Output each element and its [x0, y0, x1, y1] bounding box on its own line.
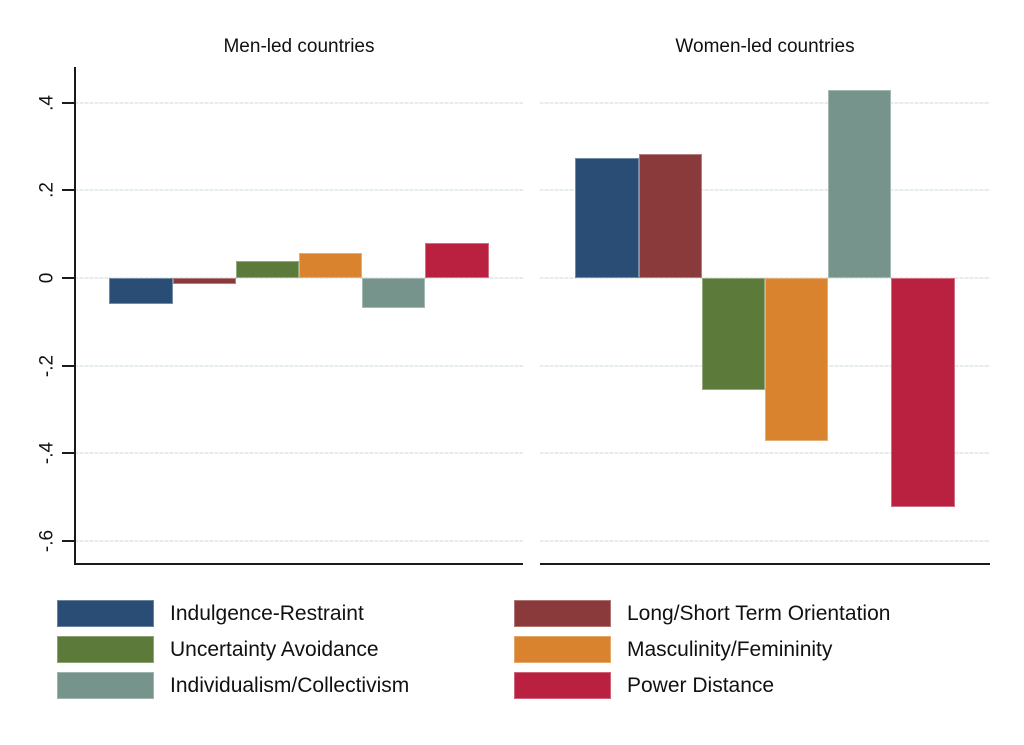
panel-title-women-led: Women-led countries [675, 36, 855, 57]
legend-swatch-masculinity-femininity [514, 636, 611, 663]
legend-swatch-indulgence-restraint [57, 600, 154, 627]
x-axis-line-left-panel [74, 563, 523, 565]
gridline [75, 277, 523, 279]
bar-individualism-collectivism [828, 89, 892, 278]
gridline [540, 101, 990, 104]
legend-item: Uncertainty Avoidance [57, 636, 409, 663]
gridline [75, 101, 523, 104]
legend-label: Uncertainty Avoidance [170, 638, 379, 661]
legend-item: Masculinity/Femininity [514, 636, 890, 663]
gridline [540, 539, 990, 542]
gridline [75, 452, 523, 455]
bar-uncertainty-avoidance [235, 260, 299, 278]
bar-power-distance [425, 243, 489, 278]
x-axis-line-right-panel [540, 563, 990, 565]
y-tick [62, 364, 75, 367]
legend-column-right: Long/Short Term Orientation Masculinity/… [514, 600, 890, 708]
legend-item: Long/Short Term Orientation [514, 600, 890, 627]
gridline [75, 539, 523, 542]
bar-individualism-collectivism [362, 278, 426, 308]
legend-label: Power Distance [627, 674, 775, 697]
gridline [540, 189, 990, 192]
bar-long-short-term-orientation [638, 153, 702, 278]
legend-swatch-long-short-term-orientation [514, 600, 611, 627]
legend-label: Individualism/Collectivism [170, 674, 410, 697]
bar-uncertainty-avoidance [701, 278, 765, 391]
gridline [75, 364, 523, 367]
legend-swatch-power-distance [514, 672, 611, 699]
gridline [540, 452, 990, 455]
bar-indulgence-restraint [109, 278, 173, 305]
y-tick [62, 189, 75, 192]
bar-masculinity-femininity [299, 252, 363, 278]
y-tick [62, 277, 75, 279]
y-axis-line [74, 67, 76, 565]
legend-label: Indulgence-Restraint [170, 602, 364, 625]
y-tick [62, 101, 75, 104]
legend-swatch-uncertainty-avoidance [57, 636, 154, 663]
y-tick [62, 452, 75, 455]
panel-title-men-led: Men-led countries [223, 36, 375, 57]
legend-label: Masculinity/Femininity [627, 638, 833, 661]
y-tick [62, 539, 75, 542]
legend-swatch-individualism-collectivism [57, 672, 154, 699]
legend-item: Individualism/Collectivism [57, 672, 409, 699]
bar-power-distance [891, 278, 955, 507]
bar-indulgence-restraint [575, 157, 639, 278]
legend-label: Long/Short Term Orientation [627, 602, 891, 625]
legend-column-left: Indulgence-Restraint Uncertainty Avoidan… [57, 600, 409, 708]
bar-masculinity-femininity [765, 278, 829, 441]
bar-long-short-term-orientation [172, 278, 236, 285]
gridline [75, 189, 523, 192]
legend-item: Indulgence-Restraint [57, 600, 409, 627]
legend-item: Power Distance [514, 672, 890, 699]
